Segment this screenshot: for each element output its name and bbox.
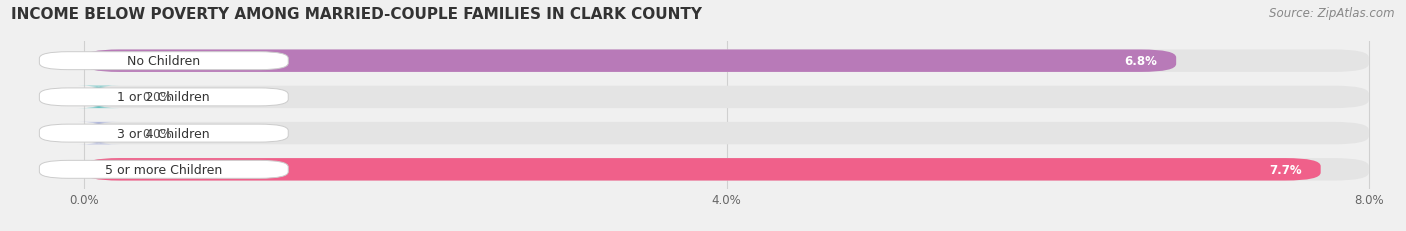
Text: 6.8%: 6.8% (1123, 55, 1157, 68)
FancyBboxPatch shape (84, 50, 1369, 73)
Text: 3 or 4 Children: 3 or 4 Children (118, 127, 209, 140)
Text: Source: ZipAtlas.com: Source: ZipAtlas.com (1270, 7, 1395, 20)
FancyBboxPatch shape (84, 158, 1369, 181)
FancyBboxPatch shape (77, 122, 120, 145)
FancyBboxPatch shape (39, 125, 288, 143)
FancyBboxPatch shape (39, 88, 288, 106)
FancyBboxPatch shape (84, 122, 1369, 145)
Text: 1 or 2 Children: 1 or 2 Children (118, 91, 209, 104)
FancyBboxPatch shape (77, 86, 120, 109)
FancyBboxPatch shape (84, 86, 1369, 109)
Text: INCOME BELOW POVERTY AMONG MARRIED-COUPLE FAMILIES IN CLARK COUNTY: INCOME BELOW POVERTY AMONG MARRIED-COUPL… (11, 7, 702, 22)
FancyBboxPatch shape (39, 52, 288, 70)
Text: No Children: No Children (127, 55, 201, 68)
FancyBboxPatch shape (39, 161, 288, 179)
Text: 0.0%: 0.0% (142, 127, 172, 140)
Text: 7.7%: 7.7% (1268, 163, 1302, 176)
Text: 5 or more Children: 5 or more Children (105, 163, 222, 176)
Text: 0.0%: 0.0% (142, 91, 172, 104)
FancyBboxPatch shape (84, 158, 1320, 181)
FancyBboxPatch shape (84, 50, 1177, 73)
